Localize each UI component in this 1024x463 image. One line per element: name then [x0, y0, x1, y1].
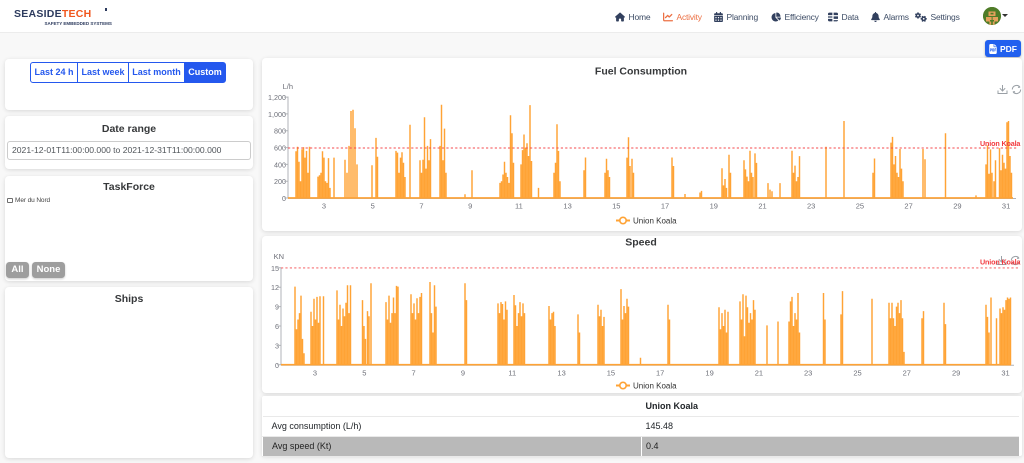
svg-text:31: 31	[1002, 202, 1010, 211]
svg-text:25: 25	[856, 202, 864, 211]
svg-text:17: 17	[661, 202, 669, 211]
svg-text:7: 7	[419, 202, 423, 211]
svg-text:27: 27	[904, 202, 912, 211]
svg-text:3: 3	[313, 369, 317, 378]
svg-text:200: 200	[274, 177, 286, 186]
svg-text:Speed: Speed	[625, 237, 657, 249]
svg-text:L/h: L/h	[283, 82, 293, 91]
svg-text:9: 9	[461, 369, 465, 378]
svg-text:3: 3	[322, 202, 326, 211]
svg-text:19: 19	[710, 202, 718, 211]
svg-text:21: 21	[758, 202, 766, 211]
svg-text:15: 15	[607, 369, 615, 378]
svg-text:1,200: 1,200	[268, 93, 286, 102]
svg-text:5: 5	[371, 202, 375, 211]
svg-text:11: 11	[508, 369, 516, 378]
svg-text:23: 23	[807, 202, 815, 211]
svg-text:17: 17	[656, 369, 664, 378]
svg-text:Union Koala: Union Koala	[980, 139, 1021, 148]
svg-text:25: 25	[853, 369, 861, 378]
svg-text:29: 29	[953, 202, 961, 211]
svg-text:21: 21	[755, 369, 763, 378]
svg-text:15: 15	[271, 264, 279, 273]
svg-text:13: 13	[557, 369, 565, 378]
svg-text:19: 19	[705, 369, 713, 378]
svg-text:400: 400	[274, 160, 286, 169]
svg-text:5: 5	[362, 369, 366, 378]
svg-text:Fuel Consumption: Fuel Consumption	[595, 66, 687, 78]
svg-text:7: 7	[412, 369, 416, 378]
svg-text:9: 9	[468, 202, 472, 211]
svg-text:600: 600	[274, 144, 286, 153]
svg-text:Union Koala: Union Koala	[633, 217, 677, 226]
svg-text:27: 27	[903, 369, 911, 378]
svg-text:13: 13	[563, 202, 571, 211]
svg-text:11: 11	[515, 202, 523, 211]
svg-text:1,000: 1,000	[268, 110, 286, 119]
svg-text:23: 23	[804, 369, 812, 378]
svg-text:Union Koala: Union Koala	[980, 258, 1021, 267]
svg-text:800: 800	[274, 127, 286, 136]
svg-text:12: 12	[271, 283, 279, 292]
svg-text:Union Koala: Union Koala	[633, 382, 677, 391]
svg-text:KN: KN	[274, 252, 284, 261]
svg-text:31: 31	[1001, 369, 1009, 378]
svg-text:15: 15	[612, 202, 620, 211]
svg-text:29: 29	[952, 369, 960, 378]
